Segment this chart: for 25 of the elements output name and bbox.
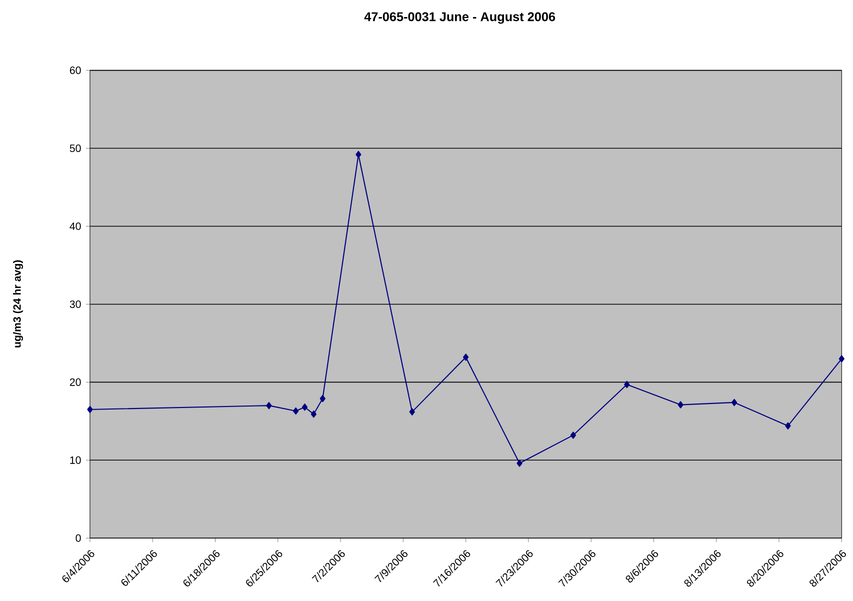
point (266, 402, 272, 410)
y-tick-label: 0 (76, 534, 81, 542)
y-tick-label: 20 (70, 378, 81, 386)
point (409, 408, 415, 416)
point (320, 394, 326, 402)
point (87, 406, 93, 414)
point (624, 380, 630, 388)
y-tick-label: 10 (70, 456, 81, 464)
y-tick-label: 40 (70, 222, 81, 230)
y-axis-title: ug/m3 (24 hr avg) (13, 260, 23, 348)
point (785, 422, 791, 430)
y-tick-label: 50 (70, 144, 81, 152)
chart-title: 47-065-0031 June - August 2006 (364, 12, 556, 24)
point (838, 355, 844, 362)
point (356, 150, 362, 158)
point (570, 432, 576, 439)
point (731, 398, 738, 406)
point (310, 410, 317, 418)
y-tick-label: 60 (70, 66, 81, 74)
point (516, 460, 522, 467)
point (462, 354, 469, 361)
point (678, 401, 684, 408)
y-tick-label: 30 (70, 300, 81, 308)
point (302, 403, 308, 411)
point (292, 407, 299, 415)
